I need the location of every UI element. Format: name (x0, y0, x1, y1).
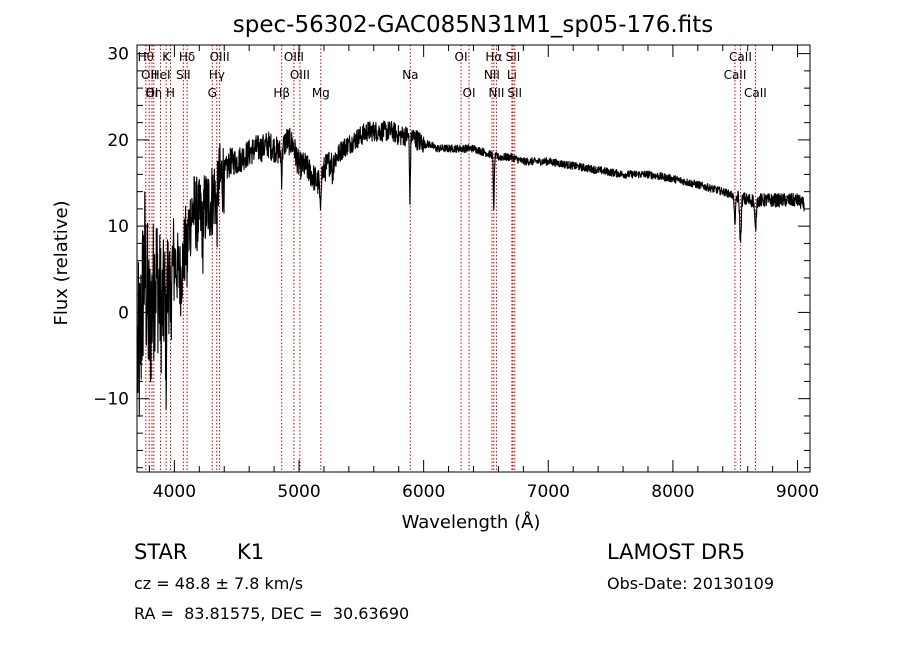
spectrum-series (137, 120, 805, 417)
line-marker-label: Na (402, 68, 418, 82)
x-tick-label: 9000 (776, 482, 819, 502)
x-tick-label: 8000 (651, 482, 694, 502)
line-marker-label: NII (488, 86, 504, 100)
line-marker-label: Li (507, 68, 517, 82)
y-tick-label: 30 (107, 45, 129, 65)
line-marker-label: K (162, 50, 171, 64)
line-marker-label: Hδ (179, 50, 195, 64)
line-marker-label: OIII (210, 50, 230, 64)
y-tick-label: 20 (107, 131, 129, 151)
observation-date: Obs-Date: 20130109 (607, 574, 775, 593)
line-marker-label: SII (507, 86, 522, 100)
redshift-velocity: cz = 48.8 ± 7.8 km/s (134, 574, 304, 593)
line-marker-label: Hα (485, 50, 502, 64)
line-marker-label: Hη (146, 86, 163, 100)
x-tick-label: 6000 (402, 482, 445, 502)
line-marker-label: OI (145, 86, 158, 100)
line-marker-label: SII (176, 68, 191, 82)
spectrum-line (137, 120, 805, 417)
spectral-subclass: K1 (237, 540, 265, 564)
x-axis-label: Wavelength (Å) (402, 511, 541, 533)
line-marker-label: HeI (151, 68, 171, 82)
line-marker-label: CaII (724, 68, 747, 82)
x-tick-label: 4000 (153, 482, 196, 502)
y-tick-label: −10 (93, 390, 129, 410)
line-marker-label: Hγ (209, 68, 225, 82)
axes: 4000 5000 6000 7000 8000 9000 −10 0 10 20 30 (93, 45, 819, 502)
survey-name: LAMOST DR5 (607, 540, 746, 564)
chart-title: spec-56302-GAC085N31M1_sp05-176.fits (233, 12, 713, 38)
y-tick-label: 0 (118, 303, 129, 323)
line-marker-label: OI (463, 86, 476, 100)
x-tick-label: 5000 (277, 482, 320, 502)
line-marker-label: Hβ (273, 86, 290, 100)
sky-coordinates: RA = 83.81575, DEC = 30.63690 (134, 604, 410, 623)
line-marker-label: G (208, 86, 217, 100)
line-marker-label: CaII (744, 86, 767, 100)
line-marker-label: OIII (290, 68, 310, 82)
line-marker-label: NII (484, 68, 500, 82)
x-tick-label: 7000 (527, 482, 570, 502)
line-marker-label: OI (455, 50, 468, 64)
object-class: STAR (134, 540, 188, 564)
line-marker-label: OII (141, 68, 158, 82)
plot-frame (136, 44, 811, 473)
line-marker-label: OIII (284, 50, 304, 64)
y-tick-label: 10 (107, 217, 129, 237)
line-marker-label: CaII (729, 50, 752, 64)
line-marker-label: H (166, 86, 175, 100)
y-axis-label: Flux (relative) (51, 200, 72, 325)
line-marker-label: SII (506, 50, 521, 64)
line-marker-label: Mg (312, 86, 330, 100)
